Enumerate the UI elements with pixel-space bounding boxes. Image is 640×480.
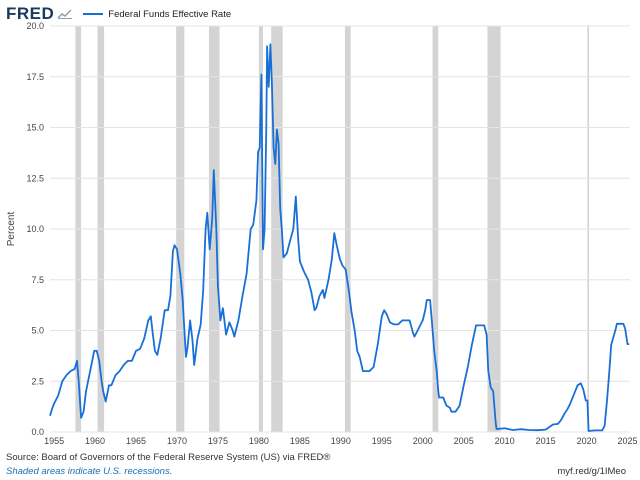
y-tick-label: 20.0 [26, 21, 44, 31]
y-tick-label: 10.0 [26, 224, 44, 234]
y-tick-label: 7.5 [31, 275, 44, 285]
x-tick-label: 2020 [577, 436, 597, 446]
x-tick-label: 2025 [618, 436, 638, 446]
x-tick-label: 1975 [208, 436, 228, 446]
y-tick-label: 15.0 [26, 123, 44, 133]
x-tick-label: 1955 [44, 436, 64, 446]
x-tick-label: 1995 [372, 436, 392, 446]
series-line [49, 43, 630, 432]
x-tick-label: 1970 [167, 436, 187, 446]
x-tick-label: 1980 [249, 436, 269, 446]
x-tick-label: 2010 [495, 436, 515, 446]
line-chart: 0.0 2.5 5.0 7.5 10.0 12.5 15.0 17.5 20.0 1955 1960… [6, 21, 638, 446]
short-url[interactable]: myf.red/g/1IMeo [557, 466, 626, 477]
x-tick-label: 2005 [454, 436, 474, 446]
legend-swatch [83, 13, 104, 15]
fred-logo[interactable]: FRED [6, 4, 55, 23]
x-tick-label: 1960 [85, 436, 105, 446]
x-tick-label: 1990 [331, 436, 351, 446]
source-note: Source: Board of Governors of the Federa… [6, 452, 331, 463]
recession-note: Shaded areas indicate U.S. recessions. [6, 466, 173, 477]
y-tick-label: 5.0 [31, 326, 44, 336]
x-tick-label: 2000 [413, 436, 433, 446]
x-tick-label: 1985 [290, 436, 310, 446]
x-tick-label: 1965 [126, 436, 146, 446]
y-axis-label: Percent [6, 212, 17, 247]
y-tick-label: 2.5 [31, 376, 44, 386]
legend-label: Federal Funds Effective Rate [108, 8, 232, 20]
y-tick-label: 17.5 [26, 72, 44, 82]
chart-header: FRED Federal Funds Effective Rate [6, 4, 231, 24]
x-tick-label: 2015 [536, 436, 556, 446]
y-tick-label: 12.5 [26, 173, 44, 183]
chart-line-icon [57, 9, 73, 19]
y-tick-label: 0.0 [31, 427, 44, 437]
